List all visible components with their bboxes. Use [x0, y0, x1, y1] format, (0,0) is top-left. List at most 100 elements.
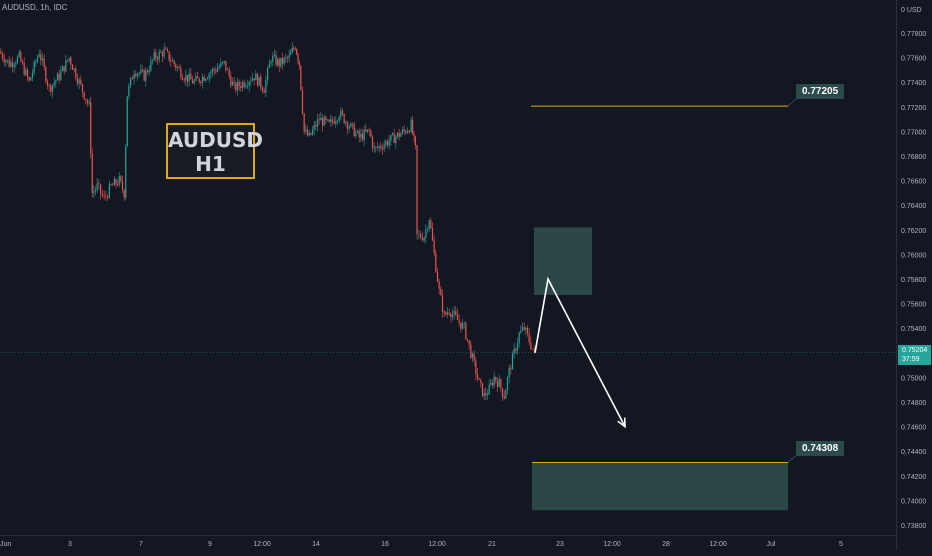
candle-body	[370, 130, 372, 137]
candle-body	[297, 54, 299, 62]
candle-body	[100, 184, 102, 194]
time-axis[interactable]: Jun 3 7 9 12:00 14 16 12:00 21 23 12:00 28 12:00 Jul 5	[0, 535, 896, 550]
candle-body	[191, 79, 194, 84]
candle-body	[463, 323, 465, 324]
candle-body	[33, 61, 35, 73]
time-tick-label: Jul	[767, 541, 776, 548]
candle-body	[330, 119, 332, 122]
candle-body	[458, 319, 460, 323]
price-tick-label: 0.77800	[901, 31, 926, 38]
candle-body	[501, 388, 504, 397]
candle-body	[438, 281, 440, 289]
candle-body	[165, 48, 167, 50]
candle-body	[281, 57, 284, 64]
time-tick-label: 12:00	[709, 541, 727, 548]
candle-body	[345, 122, 347, 124]
candle-body	[15, 63, 17, 65]
candle-body	[443, 312, 445, 313]
candle-body	[176, 67, 179, 68]
candle-body	[161, 52, 164, 57]
candle-body	[236, 81, 239, 91]
candle-body	[308, 133, 310, 136]
symbol-header[interactable]: AUDUSD, 1h, IDC	[2, 3, 68, 12]
projection-arrow[interactable]	[534, 276, 626, 427]
candle-body	[468, 340, 470, 345]
candle-body	[363, 129, 365, 140]
candle-body	[311, 129, 314, 135]
candle-body	[175, 64, 177, 68]
candle-body	[355, 132, 357, 137]
candle-body	[423, 237, 425, 241]
candle-body	[228, 69, 230, 77]
current-price-value: 0.75204	[902, 347, 928, 355]
price-tick-label: 0.77400	[901, 80, 926, 87]
candle-body	[25, 69, 27, 75]
candle-body	[65, 60, 67, 72]
projection-arrow-head	[617, 417, 626, 429]
price-tick-label: 0.74200	[901, 474, 926, 481]
candle-body	[305, 129, 307, 132]
candle-body	[291, 48, 293, 53]
candle-body	[250, 80, 252, 82]
candle-body	[81, 83, 84, 92]
candle-body	[76, 78, 79, 84]
candle-body	[360, 133, 362, 138]
resistance-level-label[interactable]: 0.77205	[796, 84, 845, 100]
candle-body	[380, 146, 382, 149]
candle-body	[195, 76, 197, 81]
target-zone[interactable]	[532, 462, 788, 511]
candle-body	[135, 74, 137, 77]
candle-body	[328, 119, 330, 122]
candle-body	[31, 72, 34, 78]
candle-body	[435, 252, 437, 272]
candle-body	[353, 124, 355, 137]
candle-body	[358, 130, 360, 138]
candle-body	[416, 145, 418, 235]
candle-body	[488, 385, 490, 395]
candle-body	[210, 72, 212, 74]
candle-body	[286, 57, 289, 59]
candle-body	[133, 74, 135, 80]
candle-body	[126, 96, 128, 147]
candlestick-chart[interactable]	[0, 0, 896, 535]
price-tick-label: 0.77600	[901, 56, 926, 63]
candle-body	[325, 116, 327, 121]
candle-body	[1, 53, 4, 59]
candle-body	[225, 60, 227, 71]
candle-body	[283, 57, 285, 64]
candle-body	[413, 133, 415, 137]
candle-body	[0, 51, 2, 54]
candle-body	[80, 79, 82, 84]
candle-body	[275, 54, 277, 65]
candle-body	[478, 378, 480, 380]
candle-body	[55, 80, 57, 83]
candle-body	[85, 99, 87, 101]
candle-body	[470, 344, 472, 358]
candle-body	[483, 392, 485, 397]
target-level-label[interactable]: 0.74308	[796, 440, 845, 456]
candle-body	[515, 348, 517, 351]
time-tick-label: 23	[556, 541, 564, 548]
candle-body	[90, 102, 92, 155]
candle-body	[385, 141, 387, 145]
candle-body	[115, 179, 117, 185]
candle-body	[156, 58, 159, 60]
candle-body	[436, 271, 439, 282]
candle-body	[128, 85, 130, 97]
candle-body	[301, 89, 304, 114]
candle-body	[158, 51, 160, 60]
candle-body	[93, 191, 95, 193]
candle-body	[5, 60, 7, 63]
candle-body	[125, 146, 127, 198]
candle-body	[338, 117, 340, 121]
candle-body	[426, 229, 429, 230]
price-axis[interactable]: 0 USD 0.77800 0.77600 0.77400 0.77200 0.77000…	[896, 0, 932, 550]
candle-body	[376, 146, 379, 148]
resistance-zone[interactable]	[534, 227, 592, 295]
candle-body	[83, 91, 85, 100]
candle-body	[405, 130, 407, 133]
candle-body	[493, 376, 495, 386]
candle-body	[503, 396, 505, 399]
candle-body	[508, 367, 510, 378]
